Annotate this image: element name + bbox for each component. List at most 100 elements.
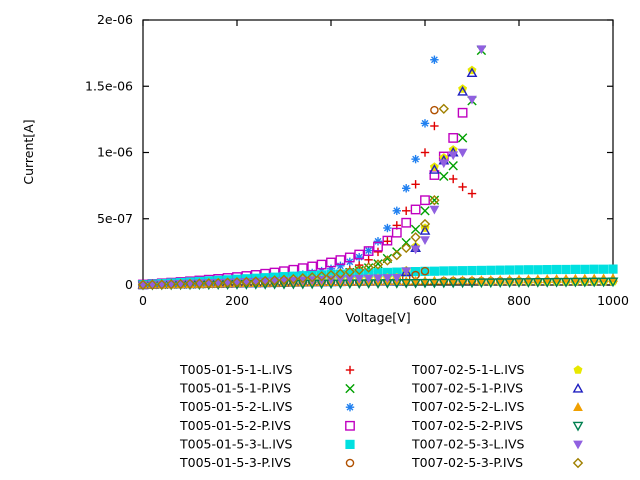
data-point-cross [439, 171, 449, 182]
legend-marker-pentagon-filled [573, 365, 583, 374]
legend-label[interactable]: T005-01-5-1-P.IVS [179, 381, 291, 396]
data-point-square-open [410, 204, 421, 215]
legend-marker-triangle-up-open [572, 382, 584, 393]
data-point-triangle-down-open [419, 278, 431, 289]
data-point-triangle-down-filled [476, 45, 487, 55]
data-point-square-filled [561, 264, 571, 275]
data-point-triangle-down-open [504, 278, 515, 288]
data-point-triangle-down-filled [335, 275, 346, 285]
data-point-triangle-down-open [551, 277, 562, 288]
x-tick-label: 0 [139, 293, 147, 308]
data-point-square-open [316, 259, 327, 270]
data-point-square-open [335, 255, 346, 265]
data-point-triangle-down-open [532, 278, 544, 288]
data-point-square-open [363, 246, 374, 256]
data-point-cross [429, 195, 440, 205]
legend-marker-plus [345, 365, 355, 375]
legend-label[interactable]: T005-01-5-3-P.IVS [179, 455, 291, 470]
data-point-triangle-down-open [466, 278, 478, 289]
data-point-triangle-down-open [485, 278, 497, 289]
data-point-diamond-open [288, 273, 299, 285]
data-layer [137, 45, 619, 291]
data-point-triangle-down-open [494, 278, 506, 288]
data-point-asterisk [383, 223, 392, 233]
legend-marker-cross [345, 383, 355, 394]
data-point-triangle-up-open [419, 225, 431, 235]
data-point-square-open [354, 249, 365, 260]
data-point-asterisk [364, 246, 373, 255]
legend-label[interactable]: T005-01-5-3-L.IVS [179, 436, 293, 451]
data-point-square-filled [589, 264, 599, 274]
data-point-diamond-open [382, 255, 393, 266]
data-point-square-filled [580, 264, 590, 274]
data-point-square-filled [504, 265, 515, 275]
legend-marker-diamond-open [572, 457, 584, 469]
data-point-cross [401, 237, 411, 248]
data-point-triangle-down-open [607, 277, 619, 288]
data-point-square-filled [542, 265, 552, 275]
data-point-triangle-down-filled [457, 148, 468, 158]
data-point-triangle-down-filled [269, 277, 280, 287]
data-point-triangle-up-open [457, 85, 468, 96]
data-point-diamond-open [278, 274, 290, 285]
legend-marker-asterisk [345, 403, 355, 412]
data-point-asterisk [420, 119, 430, 128]
data-point-triangle-down-filled [382, 274, 393, 283]
data-point-triangle-down-open [400, 278, 412, 289]
y-tick-label: 5e-07 [97, 211, 133, 226]
data-point-triangle-down-open [598, 277, 609, 288]
data-point-diamond-open [194, 278, 205, 289]
data-point-triangle-down-filled [420, 236, 430, 245]
data-point-diamond-open [250, 276, 261, 287]
data-point-diamond-open [175, 278, 186, 290]
data-point-square-filled [486, 265, 496, 275]
legend-label[interactable]: T005-01-5-2-P.IVS [179, 418, 291, 433]
data-point-square-filled [429, 266, 440, 276]
data-point-plus [373, 247, 383, 257]
legend-label[interactable]: T007-02-5-2-P.IVS [411, 418, 523, 433]
legend-marker-square-filled [345, 439, 355, 450]
data-point-square-filled [570, 264, 581, 274]
data-point-diamond-open [363, 262, 374, 273]
legend-marker-circle-open [345, 458, 355, 468]
data-point-diamond-open [419, 218, 431, 230]
series-3 [138, 107, 468, 290]
data-point-diamond-open [354, 264, 365, 276]
legend-label[interactable]: T005-01-5-2-L.IVS [179, 399, 293, 414]
data-point-triangle-down-open [513, 278, 525, 288]
data-point-cross [410, 224, 421, 235]
data-point-asterisk [355, 252, 364, 262]
x-tick-label: 400 [319, 293, 343, 308]
data-point-square-open [382, 235, 393, 246]
legend-label[interactable]: T007-02-5-1-P.IVS [411, 381, 523, 396]
data-point-triangle-down-open [457, 278, 468, 289]
data-point-triangle-down-open [447, 278, 459, 289]
data-point-square-filled [552, 264, 562, 275]
legend-label[interactable]: T007-02-5-3-P.IVS [411, 455, 523, 470]
data-point-square-open [326, 257, 336, 268]
data-point-square-open [457, 107, 468, 118]
data-point-square-open [401, 217, 412, 228]
data-point-diamond-open [222, 277, 233, 288]
data-point-asterisk [411, 154, 420, 164]
data-point-diamond-open [147, 279, 158, 290]
data-point-diamond-open [166, 279, 177, 290]
data-point-square-filled [448, 266, 458, 276]
data-point-square-open [373, 241, 383, 252]
legend-label[interactable]: T007-02-5-2-L.IVS [411, 399, 525, 414]
data-point-triangle-down-filled [467, 95, 477, 105]
data-point-triangle-down-filled [373, 274, 383, 284]
data-point-plus [411, 180, 420, 189]
data-point-diamond-open [316, 271, 327, 282]
x-tick-label: 200 [225, 293, 249, 308]
data-point-diamond-open [344, 266, 355, 278]
legend-label[interactable]: T005-01-5-1-L.IVS [179, 362, 293, 377]
data-point-plus [449, 174, 458, 184]
data-point-plus [402, 206, 411, 215]
legend-label[interactable]: T007-02-5-3-L.IVS [411, 436, 525, 451]
data-point-plus [420, 148, 430, 157]
data-point-diamond-open [184, 278, 196, 289]
data-point-square-filled [467, 265, 477, 276]
legend-label[interactable]: T007-02-5-1-L.IVS [411, 362, 525, 377]
